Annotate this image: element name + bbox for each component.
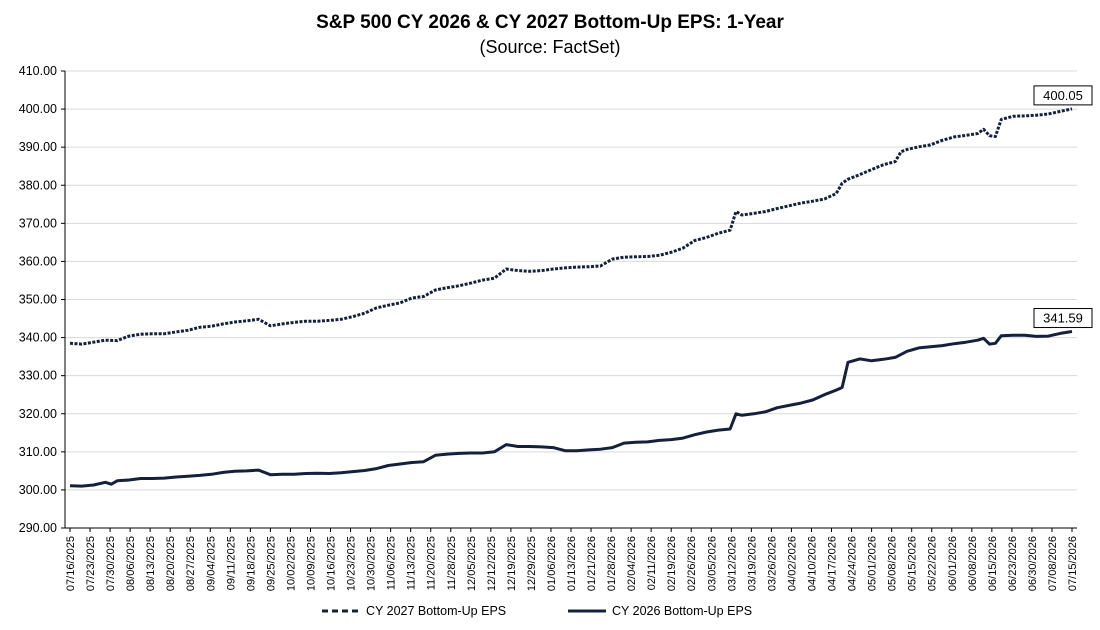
- y-tick-label: 290.00: [19, 521, 57, 535]
- x-tick-label: 04/17/2026: [827, 536, 839, 591]
- x-tick-label: 12/19/2025: [506, 536, 518, 591]
- y-tick-label: 350.00: [19, 293, 57, 307]
- y-tick-label: 370.00: [19, 216, 57, 230]
- x-axis-tick-labels: 07/16/2025 07/23/2025 07/30/2025 08/06/2025…: [65, 536, 1079, 591]
- legend-label-cy2027: CY 2027 Bottom-Up EPS: [366, 604, 506, 618]
- x-tick-label: 11/13/2025: [406, 536, 418, 590]
- y-tick-label: 360.00: [19, 254, 57, 268]
- x-tick-label: 05/15/2026: [907, 536, 919, 591]
- x-tick-label: 12/12/2025: [486, 536, 498, 591]
- x-tick-label: 04/24/2026: [847, 536, 859, 591]
- y-tick-label: 310.00: [19, 445, 57, 459]
- x-tick-label: 04/10/2026: [806, 536, 818, 591]
- x-tick-label: 03/26/2026: [766, 536, 778, 591]
- x-tick-label: 10/23/2025: [346, 536, 358, 591]
- x-tick-label: 11/20/2025: [426, 536, 438, 590]
- x-tick-label: 10/16/2025: [326, 536, 338, 591]
- x-tick-label: 01/13/2026: [566, 536, 578, 591]
- x-tick-label: 05/22/2026: [927, 536, 939, 591]
- x-tick-label: 03/05/2026: [706, 536, 718, 591]
- x-tick-label: 08/27/2025: [185, 536, 197, 591]
- x-tick-label: 10/09/2025: [305, 536, 317, 591]
- x-tick-label: 12/05/2025: [466, 536, 478, 591]
- x-tick-label: 10/02/2025: [285, 536, 297, 591]
- x-tick-label: 03/12/2026: [726, 536, 738, 591]
- x-tick-label: 08/20/2025: [165, 536, 177, 591]
- x-tick-label: 12/29/2025: [526, 536, 538, 591]
- x-tick-label: 06/23/2026: [1007, 536, 1019, 591]
- series-lines: [69, 107, 1073, 488]
- x-tick-label: 11/06/2025: [386, 536, 398, 590]
- x-tick-label: 06/08/2026: [967, 536, 979, 591]
- x-tick-label: 07/30/2025: [105, 536, 117, 591]
- x-tick-label: 06/01/2026: [947, 536, 959, 591]
- y-tick-label: 380.00: [19, 178, 57, 192]
- x-tick-label: 03/19/2026: [746, 536, 758, 591]
- x-tick-label: 05/08/2026: [887, 536, 899, 591]
- chart-title: S&P 500 CY 2026 & CY 2027 Bottom-Up EPS:…: [316, 12, 784, 33]
- annotation-value: 400.05: [1043, 88, 1083, 103]
- x-tick-label: 01/28/2026: [606, 536, 618, 591]
- x-tick-label: 07/15/2026: [1067, 536, 1079, 591]
- series-line-cy2027: [69, 107, 1073, 346]
- y-tick-label: 330.00: [19, 369, 57, 383]
- x-tick-label: 07/08/2026: [1047, 536, 1059, 591]
- y-tick-label: 410.00: [19, 64, 57, 78]
- y-tick-label: 300.00: [19, 483, 57, 497]
- x-tick-label: 09/04/2025: [205, 536, 217, 591]
- x-tick-label: 01/21/2026: [586, 536, 598, 591]
- legend-label-cy2026: CY 2026 Bottom-Up EPS: [612, 604, 752, 618]
- annotation-value: 341.59: [1043, 311, 1083, 326]
- x-tick-label: 02/04/2026: [626, 536, 638, 591]
- annotation-box: [1033, 85, 1093, 106]
- x-tick-label: 02/11/2026: [646, 536, 658, 590]
- chart-subtitle: (Source: FactSet): [479, 37, 620, 57]
- x-tick-label: 07/16/2025: [65, 536, 77, 591]
- x-tick-label: 01/06/2026: [546, 536, 558, 591]
- x-tick-label: 04/02/2026: [786, 536, 798, 591]
- x-tick-label: 09/11/2025: [225, 536, 237, 590]
- gridlines: [65, 70, 1077, 529]
- x-tick-label: 08/13/2025: [145, 536, 157, 591]
- x-tick-label: 02/26/2026: [686, 536, 698, 591]
- y-tick-label: 390.00: [19, 140, 57, 154]
- x-tick-label: 11/28/2025: [446, 536, 458, 590]
- x-tick-label: 06/15/2026: [987, 536, 999, 591]
- y-axis-tick-labels: 290.00 300.00 310.00 320.00 330.00 340.00 350.…: [19, 64, 57, 535]
- annotation-box: [1033, 308, 1093, 329]
- annotation-cy2027: 400.05: [1033, 85, 1093, 106]
- x-tick-label: 08/06/2025: [125, 536, 137, 591]
- axes: [61, 70, 1077, 532]
- x-tick-label: 05/01/2026: [867, 536, 879, 591]
- data-label-annotations: 400.05 341.59: [1033, 85, 1093, 329]
- x-tick-label: 09/18/2025: [245, 536, 257, 591]
- series-line-cy2026: [69, 330, 1073, 488]
- x-tick-label: 09/25/2025: [265, 536, 277, 591]
- y-tick-label: 320.00: [19, 407, 57, 421]
- x-tick-label: 06/30/2026: [1027, 536, 1039, 591]
- x-tick-label: 10/30/2025: [366, 536, 378, 591]
- x-tick-label: 07/23/2025: [85, 536, 97, 591]
- annotation-cy2026: 341.59: [1033, 308, 1093, 329]
- y-tick-label: 340.00: [19, 331, 57, 345]
- x-tick-label: 02/19/2026: [666, 536, 678, 591]
- legend: CY 2027 Bottom-Up EPS CY 2026 Bottom-Up …: [322, 604, 752, 618]
- y-tick-label: 400.00: [19, 102, 57, 116]
